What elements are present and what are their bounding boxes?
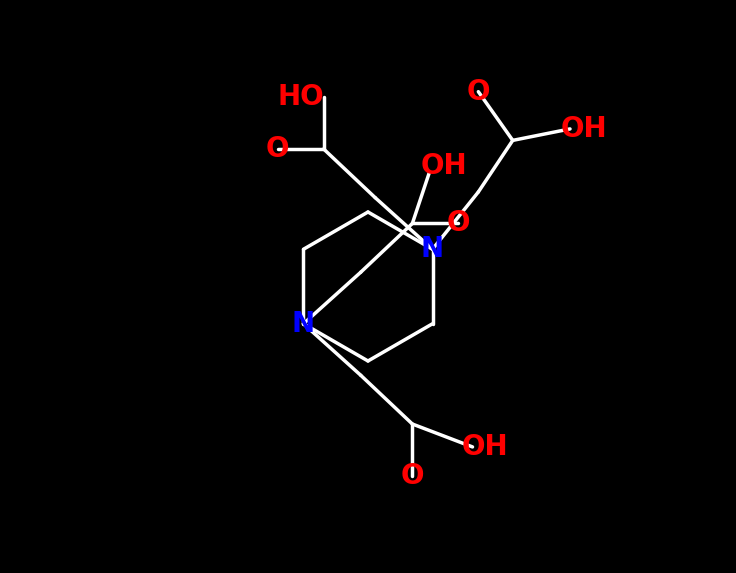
Text: O: O	[400, 462, 424, 489]
Text: O: O	[266, 135, 289, 163]
Text: OH: OH	[420, 152, 467, 180]
Text: OH: OH	[461, 433, 509, 461]
Text: N: N	[292, 310, 315, 337]
Text: OH: OH	[561, 115, 608, 143]
Text: O: O	[447, 210, 470, 237]
Text: HO: HO	[277, 84, 324, 111]
Text: N: N	[421, 236, 444, 263]
Text: O: O	[467, 78, 490, 105]
